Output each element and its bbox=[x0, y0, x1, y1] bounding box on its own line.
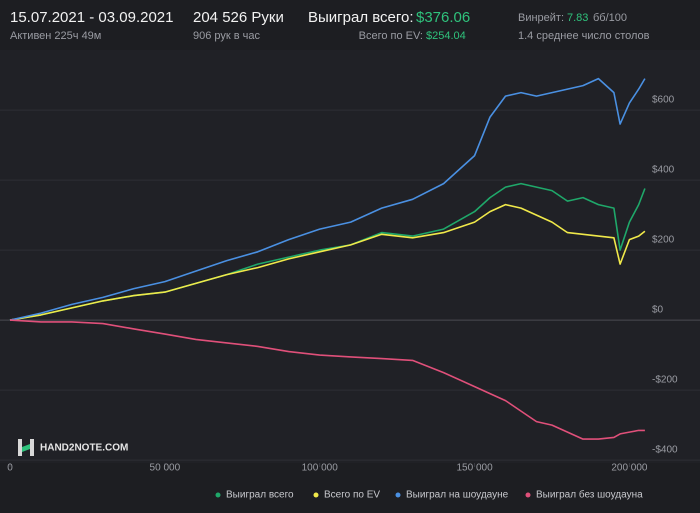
logo-text: HAND2NOTE.COM bbox=[40, 443, 128, 454]
legend-marker bbox=[525, 492, 531, 498]
plot-area bbox=[0, 50, 700, 463]
ev-value: $254.04 bbox=[426, 30, 466, 42]
series-line bbox=[9, 319, 645, 440]
legend-label: Выиграл на шоудауне bbox=[406, 490, 509, 501]
logo-icon bbox=[22, 444, 30, 452]
y-tick-label: $400 bbox=[652, 165, 675, 176]
tables: 1.4 среднее число столов bbox=[518, 30, 650, 42]
hands: 204 526 Руки bbox=[193, 9, 284, 26]
winrate-unit: бб/100 bbox=[593, 12, 627, 24]
ev-label: Всего по EV: bbox=[359, 30, 423, 42]
legend-item: Выиграл всего bbox=[215, 490, 294, 501]
x-tick-label: 50 000 bbox=[150, 463, 181, 474]
x-tick-label: 150 000 bbox=[456, 463, 493, 474]
legend-item: Выиграл на шоудауне bbox=[395, 490, 509, 501]
logo-icon bbox=[30, 439, 34, 456]
legend-item: Выиграл без шоудауна bbox=[525, 489, 643, 501]
won-value: $376.06 bbox=[416, 9, 470, 26]
won-label: Выиграл всего: bbox=[308, 9, 414, 26]
y-tick-label: -$400 bbox=[652, 445, 678, 456]
legend-label: Выиграл всего bbox=[226, 490, 294, 501]
winrate-label: Винрейт: bbox=[518, 12, 564, 24]
active-time: Активен 225ч 49м bbox=[10, 30, 101, 42]
series-line bbox=[9, 203, 646, 321]
legend-marker bbox=[313, 492, 319, 498]
legend-marker bbox=[395, 492, 401, 498]
logo: HAND2NOTE.COM bbox=[18, 439, 128, 456]
dates: 15.07.2021 - 03.09.2021 bbox=[10, 9, 173, 26]
legend-label: Всего по EV bbox=[324, 490, 380, 501]
x-tick-label: 200 000 bbox=[611, 463, 648, 474]
legend-marker bbox=[215, 492, 221, 498]
y-tick-label: $600 bbox=[652, 95, 675, 106]
series-line bbox=[9, 77, 646, 321]
y-tick-label: -$200 bbox=[652, 375, 678, 386]
legend-label: Выиграл без шоудауна bbox=[536, 489, 643, 501]
legend-item: Всего по EV bbox=[313, 490, 380, 501]
y-tick-label: $0 bbox=[652, 305, 664, 316]
x-tick-label: 100 000 bbox=[302, 463, 339, 474]
y-tick-label: $200 bbox=[652, 235, 675, 246]
x-tick-label: 0 bbox=[7, 463, 13, 474]
winrate-value: 7.83 bbox=[567, 12, 588, 24]
hands-per-hour: 906 рук в час bbox=[193, 30, 261, 42]
logo-icon bbox=[18, 439, 22, 456]
